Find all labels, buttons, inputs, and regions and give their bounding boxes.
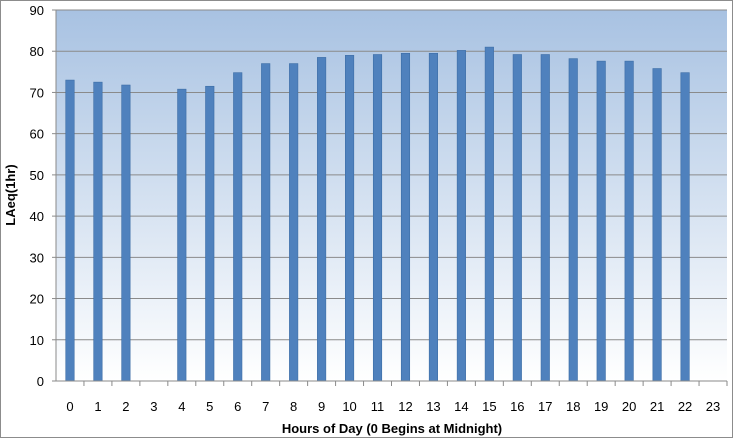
y-tick-label: 90 — [30, 3, 44, 18]
bar-hour-5 — [205, 85, 215, 382]
bar-hour-8 — [289, 63, 299, 382]
bar-hour-9 — [317, 57, 327, 382]
bar-hour-19 — [596, 60, 606, 382]
x-tick-label: 4 — [178, 399, 185, 414]
x-tick-label: 12 — [398, 399, 412, 414]
x-tick-label: 22 — [678, 399, 692, 414]
plot-area — [56, 10, 727, 381]
x-tick-label: 21 — [650, 399, 664, 414]
bar-hour-1 — [93, 81, 103, 382]
x-tick-label: 1 — [94, 399, 101, 414]
bar-hour-7 — [261, 63, 271, 382]
x-tick-label: 14 — [454, 399, 468, 414]
bar-hour-16 — [512, 54, 522, 382]
x-tick-label: 13 — [426, 399, 440, 414]
bar-hour-21 — [652, 68, 662, 382]
bar-hour-15 — [484, 46, 494, 382]
x-tick-label: 5 — [206, 399, 213, 414]
bar-hour-2 — [121, 84, 131, 382]
x-tick-label: 18 — [566, 399, 580, 414]
x-tick-label: 8 — [290, 399, 297, 414]
x-tick-label: 3 — [150, 399, 157, 414]
bars — [65, 46, 690, 382]
y-tick-label: 0 — [37, 374, 44, 389]
x-tick-label: 7 — [262, 399, 269, 414]
x-tick-label: 19 — [594, 399, 608, 414]
bar-hour-4 — [177, 88, 187, 382]
bar-hour-13 — [428, 52, 438, 382]
bar-hour-18 — [568, 58, 578, 382]
y-tick-label: 70 — [30, 85, 44, 100]
bar-hour-0 — [65, 79, 75, 382]
gridlines — [56, 9, 727, 341]
x-tick-labels: 0 1 2 3 4 5 6 7 8 9 10 11 12 13 14 15 16 17 18 19 20 21 22 23 — [66, 381, 728, 414]
x-tick-label: 2 — [122, 399, 129, 414]
x-tick-label: 15 — [482, 399, 496, 414]
x-axis-title: Hours of Day (0 Begins at Midnight) — [282, 421, 502, 436]
y-tick-label: 30 — [30, 250, 44, 265]
y-tick-label: 50 — [30, 168, 44, 183]
y-tick-labels: 0 10 20 30 40 50 60 70 80 90 — [30, 3, 56, 389]
bar-hour-20 — [624, 60, 634, 382]
bar-hour-17 — [540, 54, 550, 382]
bar-hour-12 — [400, 52, 411, 382]
y-tick-label: 40 — [30, 209, 44, 224]
x-tick-label: 6 — [234, 399, 241, 414]
y-tick-label: 80 — [30, 44, 44, 59]
x-tick-label: 20 — [622, 399, 636, 414]
bar-hour-22 — [680, 72, 690, 382]
x-tick-label: 23 — [706, 399, 720, 414]
x-tick-label: 11 — [371, 399, 385, 414]
bar-hour-14 — [456, 50, 466, 382]
x-tick-label: 0 — [66, 399, 73, 414]
bar-hour-6 — [233, 72, 243, 382]
bar-hour-10 — [345, 55, 355, 382]
x-tick-label: 16 — [510, 399, 524, 414]
y-tick-label: 20 — [30, 292, 44, 307]
bar-hour-11 — [372, 54, 383, 382]
x-tick-label: 17 — [538, 399, 552, 414]
y-tick-label: 60 — [30, 127, 44, 142]
y-axis-title: LAeq(1hr) — [3, 164, 18, 225]
x-tick-label: 10 — [342, 399, 356, 414]
y-tick-label: 10 — [30, 333, 44, 348]
x-tick-label: 9 — [318, 399, 325, 414]
